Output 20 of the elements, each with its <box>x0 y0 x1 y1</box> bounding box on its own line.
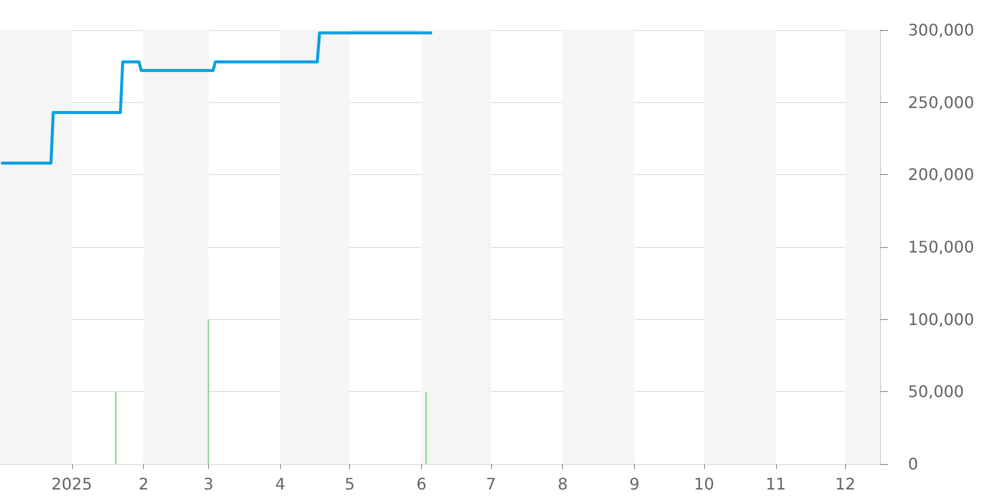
x-tick-label: 9 <box>629 474 640 494</box>
y-tick-label: 300,000 <box>908 20 974 40</box>
x-tick-label: 8 <box>558 474 568 494</box>
y-tick-label: 0 <box>908 454 918 474</box>
y-tick-label: 150,000 <box>908 238 974 256</box>
x-tick-label: 12 <box>835 474 856 494</box>
x-tick-label: 11 <box>766 474 786 494</box>
x-tick-label: 2025 <box>51 474 92 494</box>
x-tick-label: 3 <box>203 474 214 494</box>
y-tick-label: 250,000 <box>908 92 974 112</box>
x-tick-label: 7 <box>486 474 496 494</box>
line-series <box>0 31 432 165</box>
y-tick-label: 200,000 <box>908 165 974 184</box>
x-tick-label: 10 <box>694 474 714 494</box>
y-tick-label: 100,000 <box>908 310 974 329</box>
x-tick-label: 2 <box>138 474 149 494</box>
x-tick-label: 5 <box>344 474 355 494</box>
x-tick-label: 4 <box>275 474 286 494</box>
y-tick-label: 50,000 <box>908 382 964 402</box>
x-tick-label: 6 <box>416 474 427 494</box>
